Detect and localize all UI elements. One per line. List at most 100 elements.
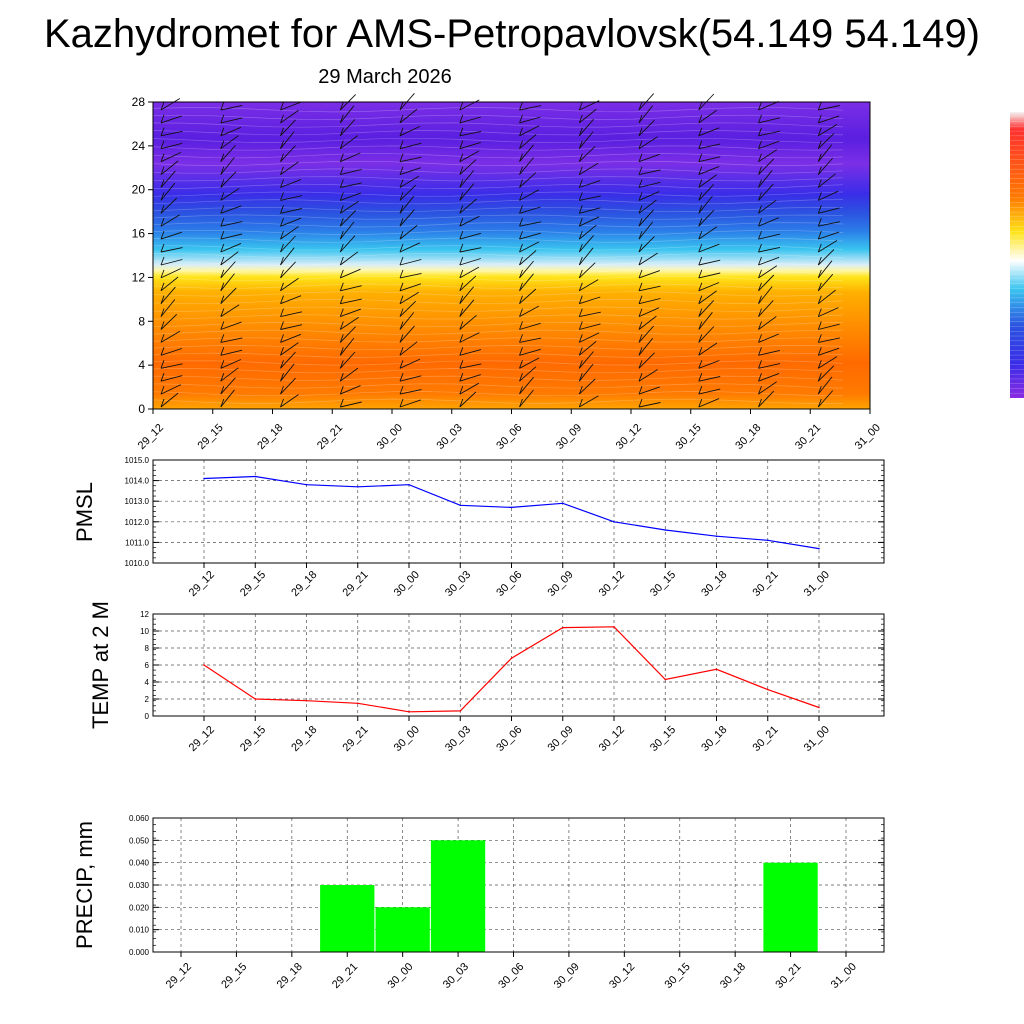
wind-barb-flag: [459, 140, 464, 149]
wind-barb-flag: [339, 127, 344, 136]
y-tick-label: 0: [145, 712, 150, 721]
wind-barb: [280, 363, 295, 382]
wind-barb: [519, 206, 541, 214]
wind-barb-flag: [339, 218, 344, 227]
wind-barb-flag: [459, 101, 464, 111]
wind-barb-flag: [280, 114, 284, 124]
wind-barb: [519, 221, 542, 227]
x-tick-label: 29_18: [289, 724, 319, 754]
wind-barb: [578, 235, 594, 253]
x-tick-label: 30_00: [392, 724, 422, 754]
wind-barb: [160, 348, 183, 356]
wind-barb-flag: [339, 321, 344, 330]
wind-barb-flag: [459, 166, 464, 175]
wind-barb-flag: [578, 153, 583, 162]
wind-barb-flag: [399, 127, 404, 136]
wind-barb: [758, 183, 774, 201]
wind-barb: [280, 217, 302, 227]
wind-barb: [339, 105, 355, 124]
contour-line: [152, 306, 844, 312]
wind-barb: [340, 135, 359, 150]
wind-barb: [519, 348, 541, 356]
wind-barb: [280, 295, 302, 305]
wind-barb-flag: [280, 321, 284, 330]
wind-barb-flag: [758, 334, 762, 343]
wind-barb-flag: [758, 243, 762, 253]
wind-barb: [519, 322, 541, 330]
wind-barb-flag: [817, 218, 822, 227]
wind-barb: [758, 140, 780, 150]
wind-barb-flag: [280, 398, 284, 408]
wind-barb-flag: [578, 127, 583, 136]
wind-barb-flag: [220, 308, 225, 317]
wind-barb: [817, 390, 834, 408]
y-tick-label: 6: [145, 661, 150, 670]
wind-barb-flag: [339, 295, 344, 304]
y-tick-label: 0.000: [129, 948, 150, 957]
wind-barb: [698, 312, 713, 330]
y-tick-label: 10: [140, 627, 149, 636]
wind-barb-flag: [220, 140, 225, 149]
wind-barb-flag: [519, 334, 523, 343]
contour-line: [152, 114, 844, 120]
wind-barb-flag: [339, 334, 344, 343]
y-tick-label: 0.050: [129, 836, 150, 845]
wind-barb-flag: [399, 243, 404, 253]
y-tick-label: 8: [138, 314, 145, 328]
wind-barb-flag: [160, 321, 165, 330]
data-point: [510, 506, 513, 509]
wind-barb: [758, 390, 775, 408]
wind-barb: [818, 307, 839, 318]
wind-barb-flag: [519, 127, 523, 136]
wind-barb: [519, 357, 540, 369]
x-tick-label: 30_03: [441, 961, 471, 991]
wind-barb: [339, 351, 356, 369]
wind-barb: [399, 225, 418, 240]
wind-barb: [519, 125, 540, 137]
data-point: [715, 668, 718, 671]
wind-barb: [459, 170, 475, 188]
contour-line: [152, 168, 844, 174]
wind-barb-flag: [519, 243, 523, 253]
wind-barb: [519, 116, 541, 124]
wind-barb-flag: [220, 373, 225, 382]
wind-barb: [280, 131, 295, 149]
wind-barb-flag: [220, 179, 225, 188]
wind-barb-flag: [698, 282, 703, 291]
wind-barb: [638, 209, 654, 227]
wind-barb: [758, 217, 779, 227]
wind-barb-flag: [638, 360, 643, 369]
wind-barb-flag: [220, 269, 225, 279]
y-tick-label: 0.040: [129, 859, 150, 868]
wind-barb: [578, 378, 596, 395]
wind-barb: [519, 376, 534, 395]
wind-barb: [698, 342, 718, 356]
wind-barb-flag: [578, 205, 583, 214]
wind-barb: [638, 169, 661, 176]
wind-barb-flag: [698, 218, 703, 227]
data-point: [408, 483, 410, 486]
y-tick-label: 4: [145, 678, 150, 687]
wind-barb-flag: [638, 140, 643, 149]
wind-barb-flag: [638, 256, 643, 266]
wind-barb-flag: [339, 398, 344, 408]
wind-barb: [519, 389, 534, 408]
data-point: [510, 657, 513, 659]
wind-barb-flag: [758, 269, 762, 279]
wind-barb: [340, 298, 362, 305]
wind-barb-flag: [578, 166, 583, 175]
x-tick-label: 31_00: [802, 724, 832, 754]
wind-barb-flag: [220, 398, 225, 408]
data-point: [305, 483, 308, 486]
wind-barb: [459, 286, 475, 304]
wind-barb-flag: [698, 321, 703, 330]
wind-barb: [698, 290, 717, 305]
wind-barb: [399, 272, 422, 279]
wind-barb: [698, 243, 720, 253]
wind-barb: [160, 299, 176, 317]
wind-barb: [459, 232, 482, 240]
wind-barb: [519, 232, 541, 240]
wind-barb-flag: [638, 347, 643, 356]
wind-barb: [399, 209, 415, 227]
